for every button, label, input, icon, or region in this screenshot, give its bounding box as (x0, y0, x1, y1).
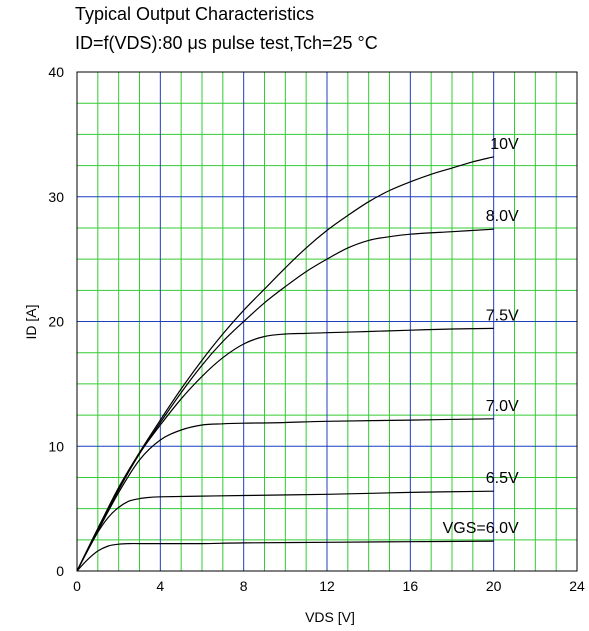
series-label: 10V (490, 136, 519, 153)
y-axis-label: ID [A] (23, 304, 39, 339)
x-tick-labels: 0 4 8 12 16 20 24 (73, 578, 585, 594)
y-tick-label: 20 (48, 314, 64, 330)
y-tick-label: 10 (48, 438, 64, 454)
series-label: 6.5V (486, 470, 519, 487)
y-tick-labels: 0 10 20 30 40 (48, 64, 64, 579)
series-line (76, 540, 494, 572)
series-label: 7.0V (486, 398, 519, 415)
y-tick-label: 0 (56, 563, 64, 579)
plot-frame (76, 71, 578, 572)
series-label: 7.5V (486, 307, 519, 324)
x-tick-label: 4 (156, 578, 164, 594)
series-label: 8.0V (486, 208, 519, 225)
series-curves (76, 156, 494, 572)
x-axis-label: VDS [V] (305, 609, 355, 625)
x-tick-label: 12 (319, 578, 335, 594)
series-line (76, 156, 494, 572)
x-tick-label: 24 (569, 578, 585, 594)
chart-title: Typical Output Characteristics (75, 4, 315, 24)
x-tick-label: 8 (240, 578, 248, 594)
x-tick-label: 20 (486, 578, 502, 594)
chart-subtitle: ID=f(VDS):80 μs pulse test,Tch=25 °C (75, 33, 378, 53)
x-tick-label: 16 (403, 578, 419, 594)
series-line (76, 418, 494, 572)
series-labels: VGS=6.0V 6.5V 7.0V 7.5V 8.0V 10V (443, 136, 519, 537)
y-tick-label: 30 (48, 189, 64, 205)
series-line (76, 228, 494, 572)
series-label: VGS=6.0V (443, 520, 519, 537)
y-tick-label: 40 (48, 64, 64, 80)
x-tick-label: 0 (73, 578, 81, 594)
series-line (76, 490, 494, 572)
